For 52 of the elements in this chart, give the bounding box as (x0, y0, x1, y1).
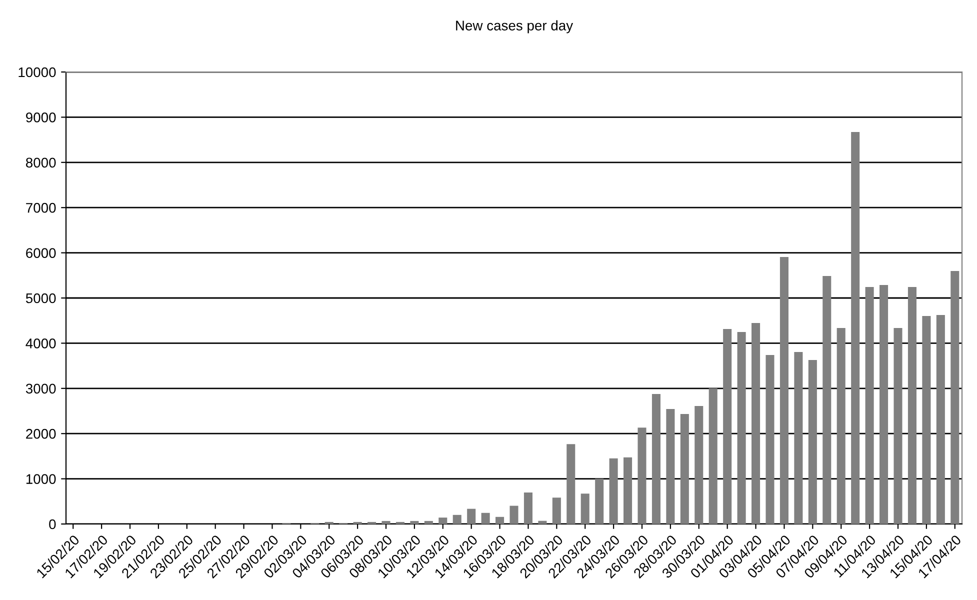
bar (766, 354, 774, 524)
bar (836, 328, 846, 524)
bar (822, 276, 832, 524)
bar (467, 508, 476, 524)
bar (908, 287, 916, 524)
y-tick-label: 8000 (26, 158, 56, 168)
bar (595, 478, 604, 524)
bar (566, 444, 576, 524)
y-tick-label: 9000 (26, 112, 56, 122)
bar (481, 512, 490, 524)
bar (609, 458, 618, 524)
bar (496, 516, 504, 524)
bar (780, 257, 788, 524)
bar (510, 506, 518, 524)
bar (950, 271, 960, 524)
bar (538, 520, 547, 524)
bar (624, 457, 632, 524)
y-tick-label: 4000 (26, 338, 56, 348)
bar (666, 409, 675, 524)
bar (922, 316, 931, 524)
bar (638, 428, 646, 524)
bar (580, 494, 590, 524)
bar (424, 520, 433, 524)
bar (794, 352, 803, 524)
bar (438, 518, 448, 524)
y-tick-label: 0 (49, 519, 56, 530)
bar (680, 414, 689, 524)
y-tick-label: 7000 (26, 202, 56, 213)
y-tick-label: 2000 (26, 428, 56, 439)
bar (851, 132, 860, 524)
bar (382, 520, 390, 524)
y-tick-label: 5000 (26, 293, 56, 304)
bar (752, 322, 760, 524)
y-tick-label: 1000 (26, 474, 56, 484)
y-tick-label: 6000 (26, 248, 56, 258)
bar (894, 328, 902, 524)
bar (808, 360, 817, 524)
bar (652, 394, 660, 524)
bar (723, 329, 732, 524)
bar (737, 332, 746, 524)
y-tick-label: 3000 (26, 384, 56, 394)
y-tick-label: 10000 (18, 67, 56, 78)
bar (552, 498, 561, 524)
chart-title: New cases per day (456, 20, 574, 34)
bar (524, 492, 532, 524)
bar (452, 514, 462, 524)
bar (708, 388, 718, 524)
bar (936, 314, 945, 524)
bar (410, 520, 419, 524)
bar (880, 284, 888, 524)
bar (865, 287, 874, 524)
bar (694, 406, 704, 524)
